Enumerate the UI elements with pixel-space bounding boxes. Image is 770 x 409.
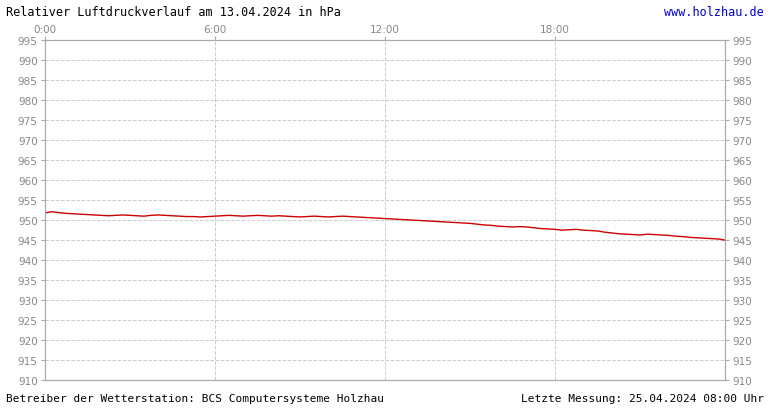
Text: Relativer Luftdruckverlauf am 13.04.2024 in hPa: Relativer Luftdruckverlauf am 13.04.2024…: [6, 6, 341, 19]
Text: Letzte Messung: 25.04.2024 08:00 Uhr: Letzte Messung: 25.04.2024 08:00 Uhr: [521, 393, 764, 403]
Text: Betreiber der Wetterstation: BCS Computersysteme Holzhau: Betreiber der Wetterstation: BCS Compute…: [6, 393, 384, 403]
Text: www.holzhau.de: www.holzhau.de: [664, 6, 764, 19]
